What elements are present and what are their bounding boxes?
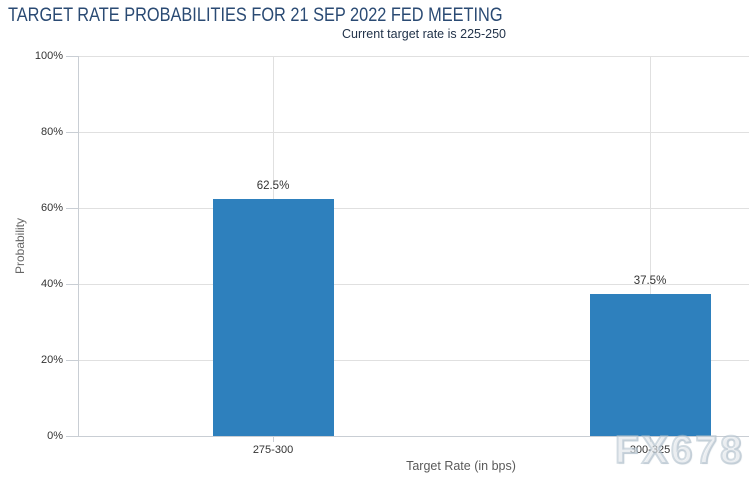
bar-275-300[interactable] [212,198,334,436]
chart-title: TARGET RATE PROBABILITIES FOR 21 SEP 202… [8,5,503,26]
y-tick-60% [66,208,78,209]
gridline-100% [78,56,749,57]
x-tick-275-300 [273,436,274,442]
y-tick-0% [66,436,78,437]
chart-subtitle: Current target rate is 225-250 [342,27,506,41]
y-tick-label-0%: 0% [47,430,63,442]
y-tick-label-40%: 40% [40,278,63,290]
y-axis-title: Probability [13,217,27,275]
x-tick-label-275-300: 275-300 [252,444,294,456]
bar-300-325[interactable] [589,293,711,436]
y-tick-80% [66,132,78,133]
gridline-20% [78,360,749,361]
y-tick-40% [66,284,78,285]
y-axis-line [78,56,79,436]
x-axis-title: Target Rate (in bps) [406,459,516,473]
y-tick-100% [66,56,78,57]
x-tick-label-300-325: 300-325 [629,444,671,456]
x-axis-line [78,436,749,437]
bar-value-label-275-300: 62.5% [256,179,290,192]
bar-value-label-300-325: 37.5% [633,274,667,287]
gridline-category-300-325 [650,56,651,436]
y-tick-label-60%: 60% [40,202,63,214]
y-tick-label-80%: 80% [40,126,63,138]
y-tick-20% [66,360,78,361]
gridline-40% [78,284,749,285]
y-tick-label-20%: 20% [40,354,63,366]
gridline-80% [78,132,749,133]
y-tick-label-100%: 100% [34,50,63,62]
x-tick-300-325 [650,436,651,442]
gridline-60% [78,208,749,209]
watermark: FX678 [614,429,745,472]
